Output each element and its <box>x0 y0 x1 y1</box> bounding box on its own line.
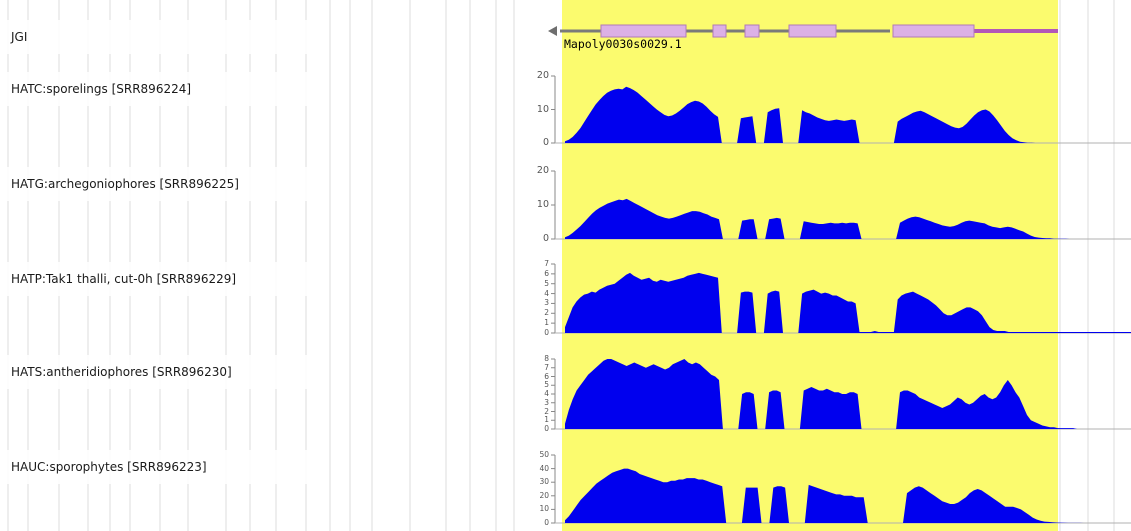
y-tick-label: 3 <box>544 397 549 407</box>
track-label-text: HATC:sporelings [SRR896224] <box>11 82 192 96</box>
y-tick-label: 10 <box>536 199 549 210</box>
exon-block <box>600 24 687 38</box>
coverage-area <box>565 272 1131 333</box>
y-tick-label: 2 <box>544 406 549 416</box>
track-label-hatp[interactable]: HATP:Tak1 thalli, cut-0h [SRR896229] <box>6 262 328 296</box>
track-label-hats[interactable]: HATS:antheridiophores [SRR896230] <box>6 355 328 389</box>
y-tick-label: 0 <box>544 518 549 527</box>
exon-block <box>712 24 727 38</box>
coverage-area <box>565 198 1131 239</box>
gene-name-label[interactable]: Mapoly0030s0029.1 <box>564 37 682 51</box>
coverage-area <box>565 86 1131 143</box>
y-tick-label: 0 <box>544 424 549 433</box>
y-tick-label: 20 <box>539 490 549 500</box>
y-tick-label: 10 <box>536 103 549 115</box>
y-tick-label: 0 <box>542 233 549 244</box>
y-tick-label: 2 <box>544 308 549 318</box>
track-label-text: HATG:archegoniophores [SRR896225] <box>11 177 239 191</box>
y-tick-label: 5 <box>544 278 549 288</box>
y-tick-label: 1 <box>544 415 549 425</box>
y-tick-label: 6 <box>544 371 549 381</box>
y-tick-label: 10 <box>539 504 549 514</box>
y-tick-label: 7 <box>544 259 549 268</box>
coverage-area <box>565 468 1131 523</box>
y-tick-label: 20 <box>536 165 549 176</box>
y-tick-label: 3 <box>544 298 549 308</box>
region-highlight <box>562 0 1058 531</box>
exon-block <box>892 24 975 38</box>
left-arrow-icon <box>548 26 557 36</box>
y-tick-label: 8 <box>544 354 549 363</box>
track-label-jgi[interactable]: JGI <box>6 20 328 54</box>
y-tick-label: 4 <box>544 288 549 298</box>
y-tick-label: 30 <box>539 477 549 487</box>
y-tick-label: 20 <box>536 70 549 81</box>
y-tick-label: 40 <box>539 463 549 473</box>
track-label-text: HATS:antheridiophores [SRR896230] <box>11 365 232 379</box>
track-label-text: HATP:Tak1 thalli, cut-0h [SRR896229] <box>11 272 237 286</box>
exon-block <box>788 24 837 38</box>
exon-block <box>744 24 760 38</box>
track-label-text: JGI <box>11 30 28 44</box>
y-tick-label: 0 <box>544 328 549 337</box>
track-label-hatg[interactable]: HATG:archegoniophores [SRR896225] <box>6 167 328 201</box>
track-label-hauc[interactable]: HAUC:sporophytes [SRR896223] <box>6 450 328 484</box>
y-tick-label: 5 <box>544 380 549 390</box>
track-label-text: HAUC:sporophytes [SRR896223] <box>11 460 207 474</box>
y-tick-label: 4 <box>544 389 549 398</box>
y-tick-label: 0 <box>542 137 549 148</box>
y-tick-label: 1 <box>544 318 549 328</box>
track-label-hatc[interactable]: HATC:sporelings [SRR896224] <box>6 72 328 106</box>
y-tick-label: 6 <box>544 268 549 278</box>
y-tick-label: 7 <box>544 362 549 372</box>
y-tick-label: 50 <box>539 450 549 459</box>
coverage-area <box>565 359 1131 429</box>
